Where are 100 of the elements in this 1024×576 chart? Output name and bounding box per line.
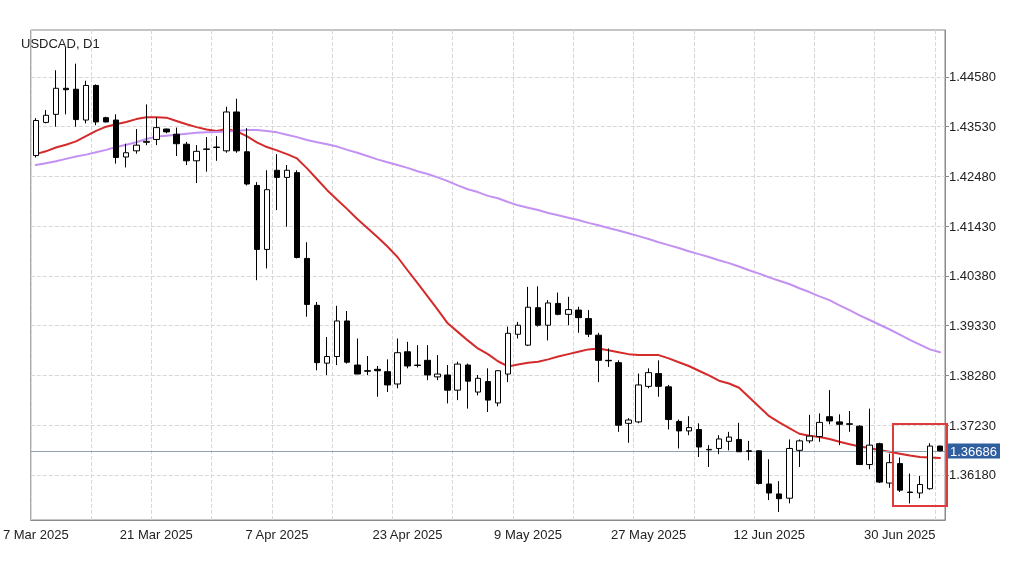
candlestick xyxy=(736,422,742,453)
candlestick xyxy=(776,480,782,513)
candlestick xyxy=(384,358,391,393)
x-tick-label: 9 May 2025 xyxy=(494,527,563,542)
candlestick xyxy=(676,419,682,449)
candlestick xyxy=(515,321,521,339)
x-tick-label: 27 May 2025 xyxy=(611,527,687,542)
candlestick xyxy=(766,458,772,501)
ref-line-label: 1.36686 xyxy=(950,443,997,459)
candlestick xyxy=(223,106,230,154)
candlestick xyxy=(535,285,541,328)
candlestick xyxy=(143,103,150,146)
candlestick xyxy=(756,449,762,485)
candlestick xyxy=(555,292,561,316)
candlestick xyxy=(635,373,642,424)
candlestick xyxy=(294,169,300,259)
candlestick xyxy=(153,117,160,146)
line-series xyxy=(34,128,941,354)
candlestick xyxy=(927,442,933,491)
candlestick xyxy=(434,354,441,381)
candlestick xyxy=(475,374,481,396)
x-tick-label: 21 Mar 2025 xyxy=(119,527,193,542)
y-tick-label: 1.37230 xyxy=(949,417,996,433)
candlestick xyxy=(284,164,290,228)
candlestick xyxy=(324,336,330,376)
candlestick xyxy=(354,338,361,375)
candlestick xyxy=(424,344,431,381)
candlestick xyxy=(796,438,803,468)
x-tick-label: 30 Jun 2025 xyxy=(864,527,936,542)
candlestick xyxy=(645,367,652,389)
candlestick xyxy=(575,306,582,334)
candlestick xyxy=(897,456,903,493)
candlestick xyxy=(43,109,49,124)
candlestick xyxy=(254,181,260,281)
candlestick xyxy=(314,301,320,371)
candlestick xyxy=(726,431,732,451)
candlestick xyxy=(937,445,943,452)
candlestick xyxy=(404,341,411,369)
candlestick xyxy=(394,338,401,389)
y-tick-label: 1.38280 xyxy=(949,367,996,383)
text: USDCAD, D1 xyxy=(21,36,100,51)
candlestick xyxy=(364,355,371,376)
candlestick xyxy=(625,417,632,444)
candlestick xyxy=(304,241,310,318)
candlestick xyxy=(826,389,833,425)
candlestick xyxy=(244,127,250,186)
candlestick xyxy=(83,80,89,124)
candlestick xyxy=(233,98,240,154)
candlestick xyxy=(193,144,200,184)
candlestick xyxy=(414,344,421,368)
candlestick xyxy=(113,113,119,165)
candlestick xyxy=(686,415,692,436)
candlestick xyxy=(183,141,190,166)
candlestick xyxy=(846,410,853,433)
candlestick xyxy=(655,359,662,398)
candlestick xyxy=(786,438,793,504)
candlestick xyxy=(173,127,180,157)
candlestick xyxy=(505,326,511,383)
candlestick xyxy=(836,413,843,446)
y-tick-label: 1.42480 xyxy=(949,168,996,184)
candlestick xyxy=(163,128,170,134)
candlestick xyxy=(93,84,99,126)
candlestick xyxy=(917,475,923,499)
candlestick xyxy=(374,365,381,398)
candlestick xyxy=(856,424,863,466)
candlestick xyxy=(605,347,612,368)
candlestick xyxy=(816,412,823,443)
candlestick xyxy=(665,384,672,430)
candlestick xyxy=(213,135,220,162)
x-tick-label: 23 Apr 2025 xyxy=(372,527,443,542)
y-tick-label: 1.44580 xyxy=(949,69,996,85)
y-tick-label: 1.39330 xyxy=(949,318,996,334)
y-tick-label: 1.41430 xyxy=(949,218,996,234)
y-tick-label: 1.43530 xyxy=(949,119,996,135)
candlestick xyxy=(585,309,592,338)
y-tick-label: 1.40380 xyxy=(949,268,996,284)
candlestick xyxy=(907,473,913,504)
candlestick xyxy=(103,116,109,123)
candlestick xyxy=(495,369,501,407)
candlestick xyxy=(746,440,752,461)
y-tick-label: 1.36180 xyxy=(949,467,996,483)
x-tick-label: 7 Mar 2025 xyxy=(2,527,69,542)
candlestick xyxy=(806,414,813,444)
candlestick xyxy=(525,286,531,347)
candlestick xyxy=(53,69,59,128)
candlestick xyxy=(344,310,350,365)
candlestick xyxy=(465,363,471,410)
candlestick xyxy=(203,136,210,173)
candlestick xyxy=(33,117,39,158)
candlestick xyxy=(485,367,491,413)
candlestick xyxy=(595,332,602,383)
candlestick xyxy=(444,364,451,404)
candlestick xyxy=(274,153,280,211)
x-tick-label: 7 Apr 2025 xyxy=(245,527,309,542)
candlestick xyxy=(454,361,461,401)
candlestick xyxy=(866,408,873,470)
candlestick xyxy=(73,63,79,128)
candlestick xyxy=(706,444,712,468)
candlestick xyxy=(334,305,340,366)
x-tick-label: 12 Jun 2025 xyxy=(733,527,805,542)
